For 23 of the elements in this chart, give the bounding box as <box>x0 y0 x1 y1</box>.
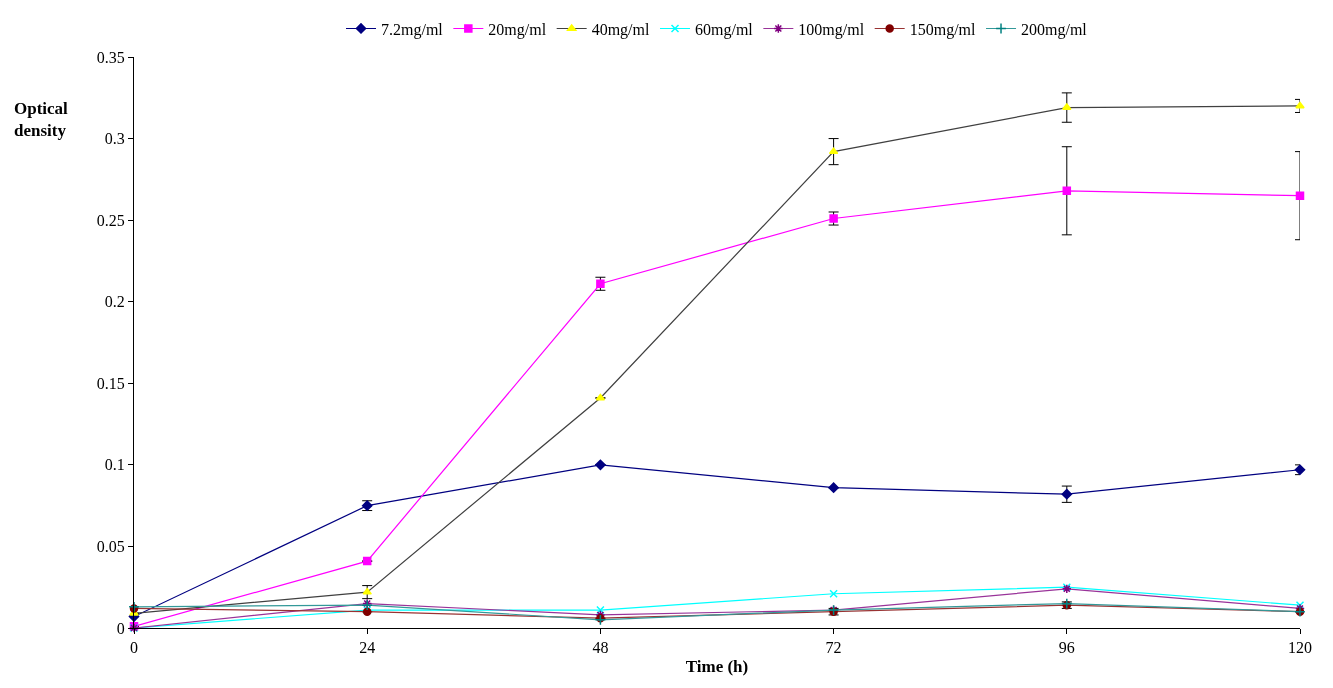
x-tick-label: 120 <box>1288 639 1312 657</box>
y-tick-label: 0.2 <box>104 293 125 311</box>
x-tick-label: 48 <box>592 639 609 657</box>
y-tick-label: 0.3 <box>104 130 125 148</box>
y-tick-label: 0.05 <box>96 538 125 556</box>
y-tick-label: 0.25 <box>96 211 125 229</box>
x-tick-label: 24 <box>359 639 376 657</box>
x-tick-label: 96 <box>1058 639 1075 657</box>
legend-label: 100mg/ml <box>798 20 865 39</box>
legend-label: 20mg/ml <box>488 20 547 39</box>
y-axis-title: Optical density <box>14 99 69 141</box>
x-tick-label: 0 <box>130 639 138 657</box>
y-tick-label: 0 <box>116 619 125 637</box>
x-tick-label: 72 <box>825 639 842 657</box>
legend-label: 40mg/ml <box>591 20 651 39</box>
y-tick-label: 0.1 <box>104 456 125 474</box>
legend-label: 60mg/ml <box>695 20 754 39</box>
legend-label: 150mg/ml <box>909 20 977 39</box>
legend-label: 200mg/ml <box>1021 20 1088 39</box>
y-tick-label: 0.15 <box>96 374 125 392</box>
y-tick-label: 0.35 <box>96 48 125 66</box>
legend-label: 7.2mg/ml <box>381 20 444 39</box>
x-axis-title: Time (h) <box>685 656 749 676</box>
